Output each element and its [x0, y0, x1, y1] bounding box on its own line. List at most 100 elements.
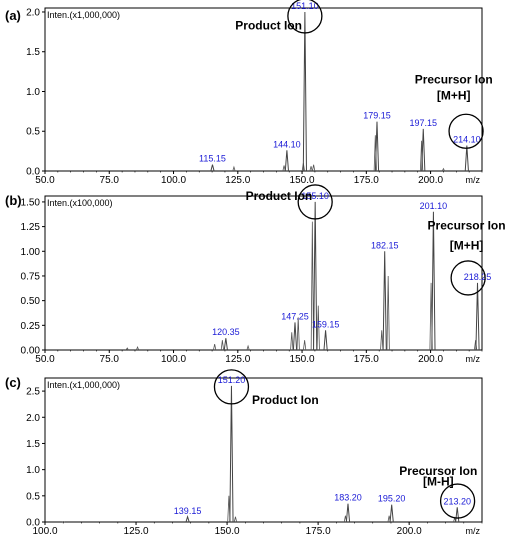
- plot-frame: [45, 196, 482, 350]
- y-tick-label: 0.50: [21, 296, 41, 307]
- y-tick-label: 1.5: [26, 47, 40, 58]
- x-tick-label: 175.0: [354, 175, 379, 186]
- peak-label: 144.10: [273, 139, 301, 149]
- peak-115.15: [211, 165, 214, 171]
- y-tick-label: 0.5: [26, 491, 40, 502]
- x-tick-label: 200.0: [418, 354, 443, 365]
- minor-peak: [297, 317, 299, 350]
- peak-183.20: [346, 504, 349, 522]
- minor-peak: [303, 340, 305, 350]
- y-tick-label: 1.00: [21, 247, 41, 258]
- peak-label: 139.15: [174, 506, 202, 516]
- peak-label: 147.25: [281, 311, 309, 321]
- peak-label: 120.35: [212, 327, 240, 337]
- y-tick-label: 2.5: [26, 387, 40, 398]
- peak-label: 115.15: [199, 154, 226, 164]
- peak-151.20: [230, 386, 233, 522]
- y-tick-label: 0.0: [26, 518, 40, 529]
- minor-peak: [213, 344, 215, 350]
- y-tick-label: 0.00: [21, 346, 41, 357]
- x-tick-label: 150.0: [290, 354, 315, 365]
- minor-peak: [311, 222, 313, 350]
- peak-197.15: [422, 129, 425, 171]
- minor-peak: [310, 166, 312, 171]
- peak-label: 179.15: [363, 111, 391, 121]
- x-axis-title: m/z: [466, 526, 481, 536]
- annotation-label: [M-H]: [423, 474, 454, 488]
- y-tick-label: 0.25: [21, 321, 41, 332]
- x-tick-label: 100.0: [161, 354, 186, 365]
- annotation-label: Product Ion: [246, 189, 313, 203]
- peak-213.20: [456, 507, 459, 522]
- peak-120.35: [224, 338, 227, 350]
- y-tick-label: 2.0: [26, 413, 40, 424]
- y-tick-label: 0.0: [26, 167, 40, 178]
- y-tick-label: 2.0: [26, 7, 40, 18]
- y-axis-title: Inten.(x100,000): [47, 198, 113, 208]
- minor-peak: [234, 517, 236, 522]
- minor-peak: [221, 340, 223, 350]
- x-tick-label: 125.0: [225, 175, 250, 186]
- annotation-label: Product Ion: [252, 393, 319, 407]
- peak-label: 151.20: [218, 375, 246, 385]
- peak-label: 159.15: [312, 319, 340, 329]
- x-tick-label: 125.0: [225, 354, 250, 365]
- peak-label: 195.20: [378, 494, 406, 504]
- annotation-label: [M+H]: [437, 88, 471, 102]
- y-tick-label: 1.0: [26, 87, 40, 98]
- peak-label: 218.25: [464, 272, 492, 282]
- peak-label: 213.20: [443, 496, 471, 506]
- minor-peak: [312, 165, 314, 171]
- x-tick-label: 200.0: [397, 526, 422, 537]
- spectrum-panel-3: (c) Inten.(x1,000,000) m/z 100.0 125.0 150.0 1…: [5, 370, 482, 537]
- annotation-label: [M+H]: [450, 238, 484, 252]
- annotation-label: Product Ion: [235, 18, 302, 32]
- x-tick-label: 150.0: [290, 175, 315, 186]
- peak-159.15: [324, 330, 327, 350]
- minor-peak: [381, 330, 383, 350]
- panel-label: (c): [5, 375, 21, 390]
- minor-peak: [387, 276, 389, 350]
- y-axis-title: Inten.(x1,000,000): [47, 10, 120, 20]
- y-tick-label: 1.5: [26, 439, 40, 450]
- peak-label: 214.10: [453, 135, 481, 145]
- annotation-label: Precursor Ion: [415, 73, 493, 87]
- x-tick-label: 75.0: [100, 354, 120, 365]
- peak-label: 183.20: [334, 493, 362, 503]
- x-axis-title: m/z: [466, 354, 481, 364]
- peak-179.15: [375, 122, 378, 171]
- y-tick-label: 1.0: [26, 465, 40, 476]
- x-tick-label: 175.0: [306, 526, 331, 537]
- y-tick-label: 1.25: [21, 222, 41, 233]
- x-tick-label: 125.0: [124, 526, 149, 537]
- minor-peak: [233, 167, 235, 171]
- minor-peak: [291, 332, 293, 350]
- y-tick-label: 0.75: [21, 271, 41, 282]
- y-axis-title: Inten.(x1,000,000): [47, 380, 120, 390]
- annotation-label: Precursor Ion: [428, 219, 505, 233]
- peak-144.10: [285, 150, 288, 171]
- y-tick-label: 1.50: [21, 197, 41, 208]
- peak-label: 182.15: [371, 240, 399, 250]
- x-tick-label: 150.0: [215, 526, 240, 537]
- y-tick-label: 0.5: [26, 127, 40, 138]
- peak-182.15: [383, 251, 386, 350]
- peak-139.15: [186, 517, 189, 522]
- x-tick-label: 175.0: [354, 354, 379, 365]
- peak-214.10: [465, 146, 468, 171]
- peak-147.25: [293, 322, 296, 350]
- peak-195.20: [390, 505, 393, 522]
- spectrum-panel-2: (b) Inten.(x100,000) m/z 50.0 75.0 100.0 125.0…: [5, 185, 505, 365]
- panel-label: (b): [5, 193, 22, 208]
- x-axis-title: m/z: [466, 175, 481, 185]
- minor-peak: [247, 346, 249, 350]
- x-tick-label: 200.0: [418, 175, 443, 186]
- peak-151.10: [303, 12, 306, 171]
- peak-label: 201.10: [420, 201, 448, 211]
- x-tick-label: 75.0: [100, 175, 120, 186]
- spectrum-panel-1: (a) Inten.(x1,000,000)m/z50.0 75.0 100.0 125…: [5, 0, 493, 186]
- panel-label: (a): [5, 8, 21, 23]
- x-tick-label: 100.0: [161, 175, 186, 186]
- peak-label: 197.15: [409, 118, 437, 128]
